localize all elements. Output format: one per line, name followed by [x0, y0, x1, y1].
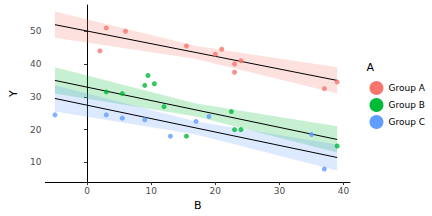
svg-text:30: 30	[30, 92, 42, 102]
svg-text:Y: Y	[7, 90, 20, 98]
svg-text:40: 40	[338, 186, 350, 196]
svg-text:A: A	[366, 61, 374, 74]
svg-text:Group B: Group B	[388, 100, 424, 110]
svg-text:10: 10	[145, 186, 157, 196]
svg-text:50: 50	[30, 26, 42, 36]
svg-text:20: 20	[210, 186, 222, 196]
svg-text:40: 40	[30, 59, 42, 69]
svg-text:B: B	[194, 199, 202, 212]
svg-text:Group A: Group A	[388, 83, 425, 93]
svg-text:0: 0	[84, 186, 90, 196]
svg-text:30: 30	[274, 186, 286, 196]
svg-text:Group C: Group C	[388, 117, 425, 127]
svg-text:20: 20	[30, 125, 42, 135]
svg-text:10: 10	[30, 157, 42, 167]
